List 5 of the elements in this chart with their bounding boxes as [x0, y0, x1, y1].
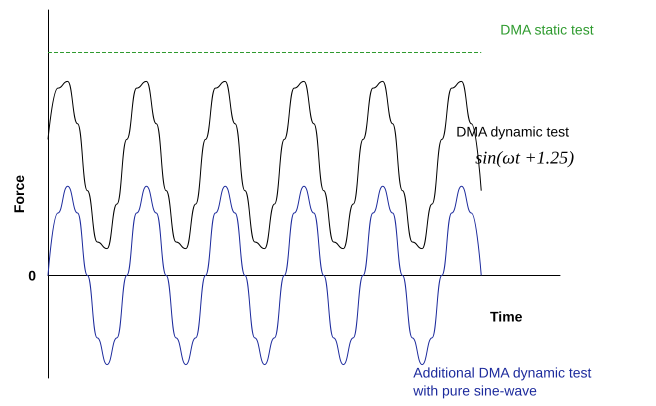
y-axis-title: Force [11, 174, 27, 214]
text: 0 [28, 267, 36, 284]
series-label: Additional DMA dynamic test with pure sine-wave [412, 364, 592, 398]
series-label: DMA static test [500, 21, 594, 38]
x-axis-title: Time [490, 308, 523, 324]
